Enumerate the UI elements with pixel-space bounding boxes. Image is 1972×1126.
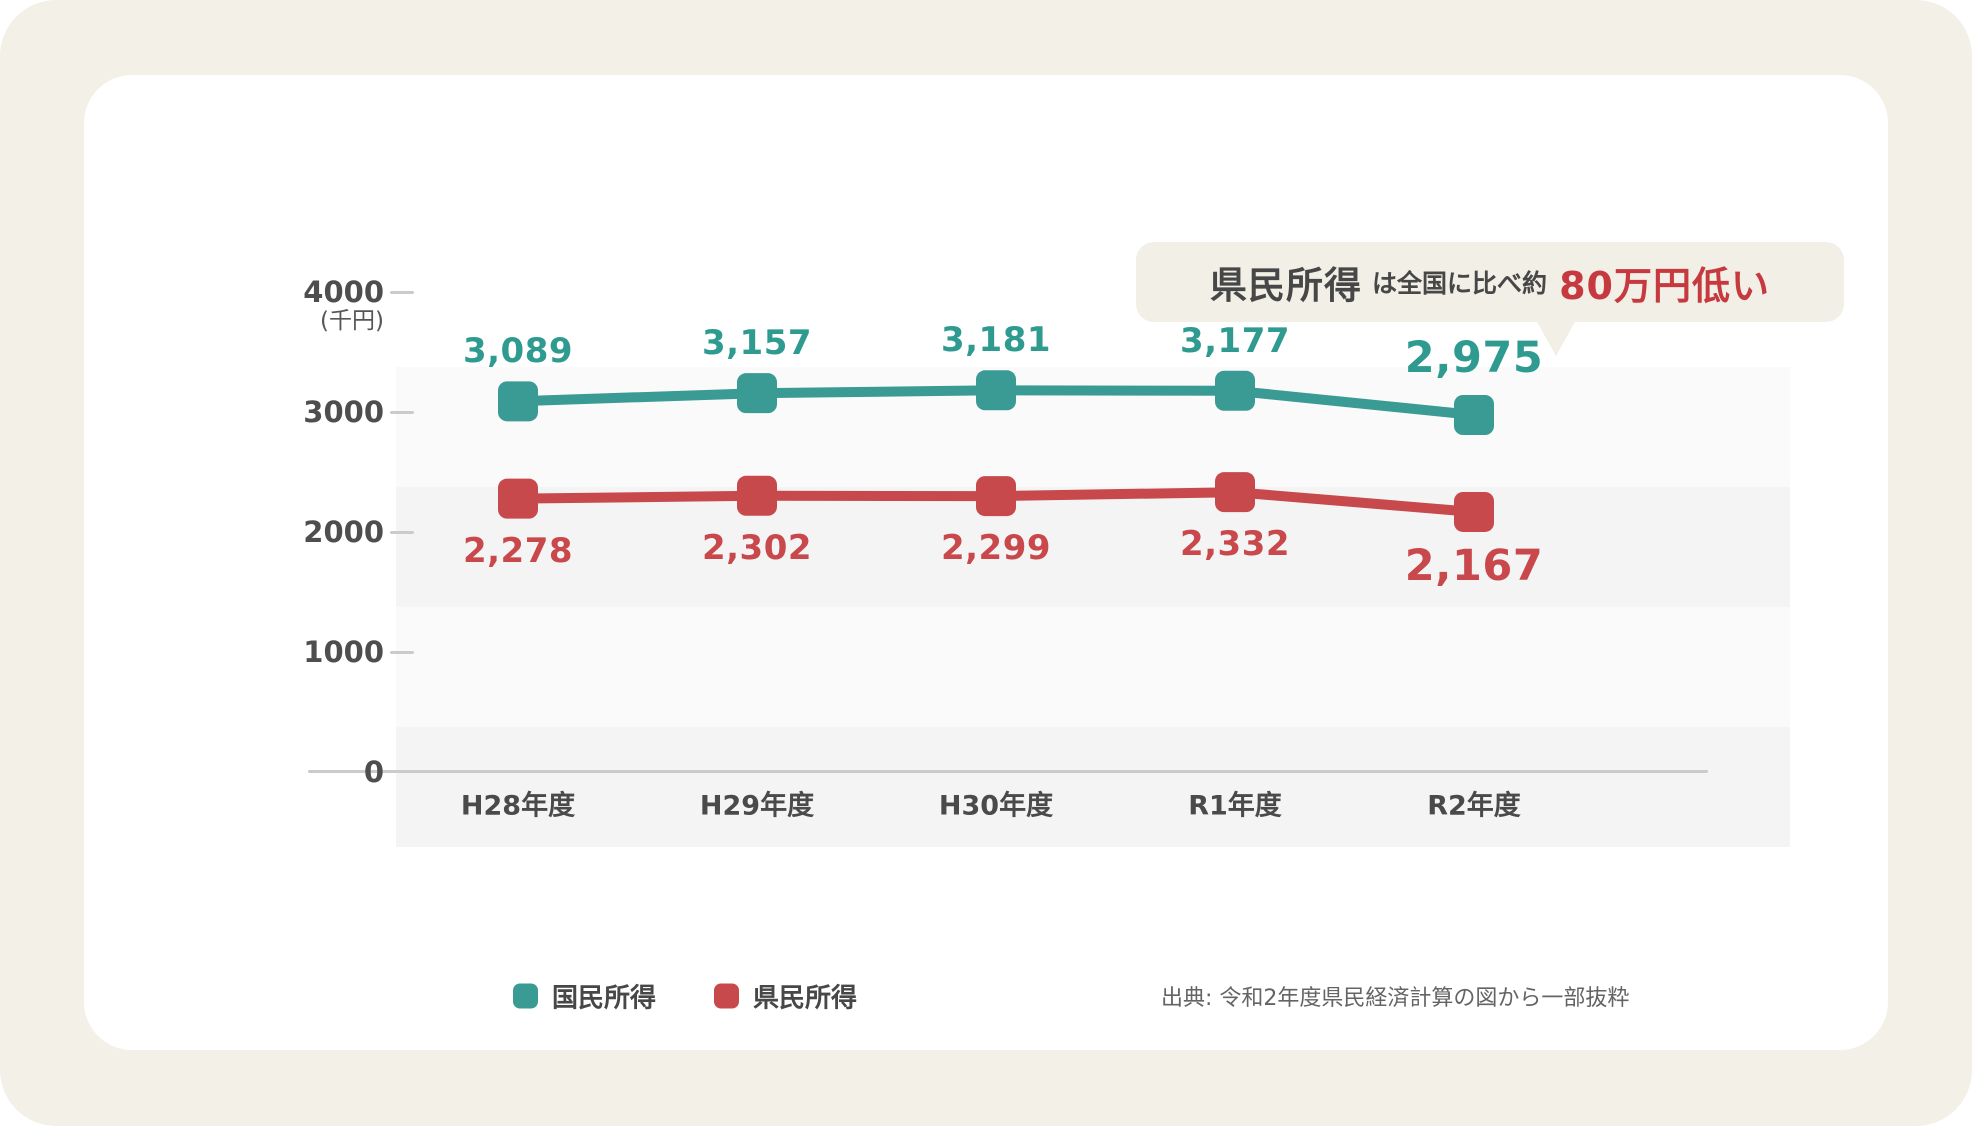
y-axis-tick-mark [390, 291, 414, 294]
y-axis-tick-label: 0 [363, 755, 384, 789]
y-axis-tick-label: 2000 [303, 515, 384, 549]
prefectural-income-value-label: 2,302 [701, 527, 813, 568]
y-axis-tick-label: 1000 [303, 635, 384, 669]
x-axis-category-label: H30年度 [938, 790, 1054, 822]
callout-subject-text: 県民所得 [1210, 264, 1363, 307]
national-income-value-label: 3,089 [462, 331, 574, 372]
national-income-value-label: 3,181 [940, 320, 1052, 361]
y-axis-tick-mark [390, 411, 414, 414]
legend: 国民所得 県民所得 [513, 978, 857, 1015]
national-income-value-label: 2,975 [1404, 333, 1544, 383]
legend-label: 県民所得 [753, 983, 858, 1014]
source-text: 出典: 令和2年度県民経済計算の図から一部抜粋 [1161, 986, 1630, 1011]
x-axis-category-label: R1年度 [1188, 790, 1282, 822]
legend-item: 国民所得 [513, 978, 656, 1015]
plot-band [396, 727, 1790, 847]
plot-band [396, 367, 1790, 487]
prefectural-income-value-label: 2,278 [462, 530, 574, 571]
callout-middle-text: は全国に比べ約 [1372, 269, 1548, 298]
y-axis-tick-label: 4000 [303, 275, 384, 309]
prefectural-income-value-label: 2,332 [1179, 524, 1291, 565]
legend-label: 国民所得 [552, 983, 657, 1014]
x-axis-category-label: H29年度 [699, 790, 815, 822]
callout-tail [1536, 320, 1576, 356]
y-axis-tick-mark [390, 531, 414, 534]
chart-card: 県民所得 は全国に比べ約 80万円低い (千円) 国民所得 県民所得 出典: 令和… [84, 75, 1888, 1050]
national-income-value-label: 3,157 [701, 323, 813, 364]
x-axis-category-label: R2年度 [1427, 790, 1521, 822]
plot-band [396, 607, 1790, 727]
prefectural-income-value-label: 2,299 [940, 528, 1052, 569]
callout-bubble: 県民所得 は全国に比べ約 80万円低い [1136, 242, 1844, 322]
prefectural-income-value-label: 2,167 [1404, 540, 1544, 591]
legend-swatch [513, 983, 538, 1009]
x-axis-category-label: H28年度 [460, 790, 576, 822]
y-axis-tick-label: 3000 [303, 395, 384, 429]
callout-emphasis-text: 80万円低い [1559, 263, 1770, 308]
plot-area [396, 367, 1790, 847]
national-income-value-label: 3,177 [1179, 320, 1291, 361]
x-axis-line [308, 770, 1708, 773]
y-axis-tick-mark [390, 651, 414, 654]
y-axis-unit-label: (千円) [320, 308, 384, 334]
plot-band [396, 487, 1790, 607]
legend-item: 県民所得 [714, 978, 857, 1015]
legend-swatch [714, 983, 740, 1009]
